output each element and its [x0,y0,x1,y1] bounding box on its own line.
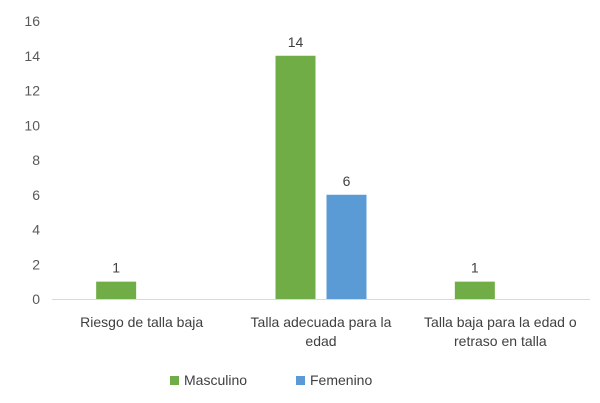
bar-femenino [326,194,367,299]
bar-value-label: 1 [471,260,479,276]
y-tick-label: 16 [24,13,40,29]
legend: Masculino Femenino [170,372,372,388]
y-tick-label: 6 [32,187,40,203]
y-axis-ticks: 0 2 4 6 8 10 12 14 16 [24,13,40,307]
bar-masculino [454,281,495,299]
category-label: Talla baja para la edad o retraso en tall… [424,314,577,349]
y-tick-label: 0 [32,291,40,307]
legend-label-masculino: Masculino [184,372,247,388]
y-tick-label: 2 [32,256,40,272]
y-tick-label: 10 [24,117,40,133]
bar-masculino [275,55,316,299]
legend-label-femenino: Femenino [310,372,372,388]
category-label: Riesgo de talla baja [80,314,203,330]
bar-value-label: 6 [343,173,351,189]
bars [96,55,495,299]
legend-swatch-masculino [170,376,179,385]
data-labels: 1 14 1 6 [112,34,479,276]
bar-value-label: 14 [288,34,304,50]
category-labels: Riesgo de talla baja Talla adecuada para … [80,314,577,349]
category-label: Talla adecuada para la edad [251,314,392,349]
y-tick-label: 8 [32,152,40,168]
y-tick-label: 12 [24,83,40,99]
y-tick-label: 14 [24,48,40,64]
bar-value-label: 1 [112,260,120,276]
y-tick-label: 4 [32,222,40,238]
legend-swatch-femenino [296,376,305,385]
bar-masculino [96,281,137,299]
